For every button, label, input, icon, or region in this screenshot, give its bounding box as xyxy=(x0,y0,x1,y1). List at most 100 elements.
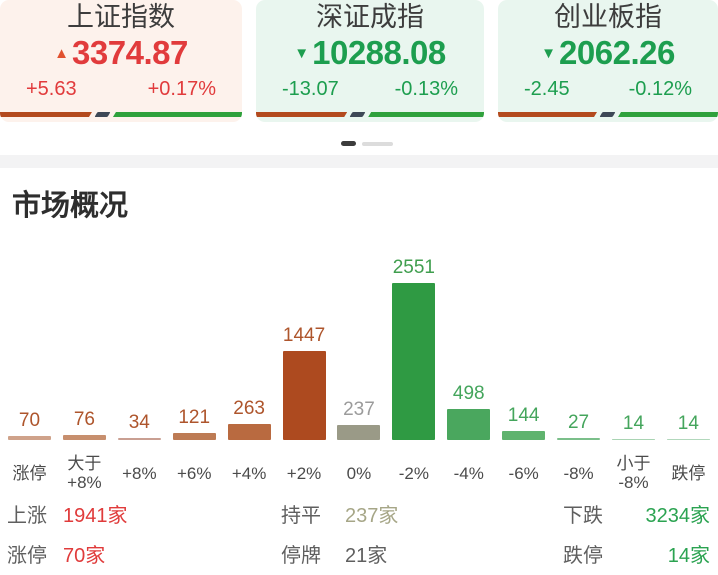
chart-bar-column: 144 xyxy=(502,405,546,440)
index-name: 创业板指 xyxy=(554,2,662,32)
stat-value: 3234家 xyxy=(645,505,711,527)
stat-label: 涨停 xyxy=(7,545,47,567)
bar-category-label: -8% xyxy=(557,452,600,494)
bar-category-label-line: -8% xyxy=(618,473,649,492)
down-triangle-icon: ▼ xyxy=(294,44,310,62)
chart-bar-column: 70 xyxy=(8,410,51,440)
index-change: -13.07 xyxy=(282,78,339,100)
ratio-divider-slash-icon xyxy=(94,112,111,117)
index-change: +5.63 xyxy=(26,78,77,100)
bar-category-label-line: 大于 xyxy=(67,454,102,473)
chart-bar-column: 121 xyxy=(172,406,216,440)
stat-value: 237家 xyxy=(345,505,399,527)
index-card-carousel: 上证指数 ▲ 3374.87 +5.63 +0.17% 深证成指 ▼ 10288.08 -13.… xyxy=(0,0,718,122)
index-change-pct: +0.17% xyxy=(147,78,216,100)
stat-value: 21家 xyxy=(345,545,388,567)
bar-category-label: +8% xyxy=(118,452,161,494)
bar-category-label-line: +8% xyxy=(122,463,157,483)
ratio-divider-slash-icon xyxy=(349,112,366,117)
carousel-pagination xyxy=(0,141,718,146)
chart-bar-column: 237 xyxy=(337,399,381,440)
bar xyxy=(282,350,326,440)
index-card[interactable]: 深证成指 ▼ 10288.08 -13.07 -0.13% xyxy=(256,0,484,122)
up-down-ratio-bar xyxy=(0,112,242,117)
bar-value-label: 27 xyxy=(567,412,590,434)
bar xyxy=(227,423,271,440)
down-triangle-icon: ▼ xyxy=(541,44,557,62)
index-card[interactable]: 创业板指 ▼ 2062.26 -2.45 -0.12% xyxy=(498,0,718,122)
bar xyxy=(502,431,546,440)
index-value: 2062.26 xyxy=(559,34,675,71)
bar-category-label: 涨停 xyxy=(8,452,51,494)
bar-value-label: 498 xyxy=(452,383,485,405)
chart-bar-column: 1447 xyxy=(282,324,326,440)
bar xyxy=(8,435,51,440)
index-change-pct: -0.12% xyxy=(628,78,692,100)
index-card[interactable]: 上证指数 ▲ 3374.87 +5.63 +0.17% xyxy=(0,0,242,122)
stat-value: 1941家 xyxy=(63,505,128,527)
bar-category-label-line: -2% xyxy=(398,463,429,483)
bar-category-label-line: +8% xyxy=(67,473,102,492)
index-change-pct: -0.13% xyxy=(394,78,458,100)
bar-category-label: +2% xyxy=(283,452,326,494)
chart-bar-column: 263 xyxy=(227,398,271,440)
stats-row-2: 涨停 70家 停牌 21家 跌停 14家 xyxy=(0,543,718,571)
bar-value-label: 121 xyxy=(178,406,211,428)
bar-category-label-line: -6% xyxy=(508,463,539,483)
index-change-row: -2.45 -0.12% xyxy=(498,78,718,101)
bar-category-label: +6% xyxy=(173,452,216,494)
bar-category-label-line: -4% xyxy=(453,463,484,483)
bar xyxy=(117,437,161,440)
bar-value-label: 14 xyxy=(677,412,699,434)
index-value-row: ▼ 10288.08 xyxy=(256,34,484,71)
index-name: 上证指数 xyxy=(67,2,175,32)
market-breadth-chart: 70 76 34 121 263 1447 237 2551 498 144 27 14 14 涨停 大于… xyxy=(8,245,710,494)
ratio-down-segment xyxy=(368,112,484,117)
ratio-up-segment xyxy=(0,112,92,117)
bar xyxy=(172,432,216,440)
up-down-ratio-bar xyxy=(498,112,718,117)
bar-value-label: 14 xyxy=(622,412,645,434)
bar-category-label-line: -8% xyxy=(563,463,594,483)
chart-bar-column: 14 xyxy=(611,412,655,440)
bar-category-label-line: 小于 xyxy=(616,454,651,473)
ratio-up-segment xyxy=(256,112,347,117)
bar-category-label: 小于 -8% xyxy=(612,452,655,494)
bar-category-label-line: 跌停 xyxy=(671,463,706,483)
chart-bar-column: 76 xyxy=(62,409,106,440)
bar xyxy=(392,283,436,440)
stats-row-1: 上涨 1941家 持平 237家 下跌 3234家 xyxy=(0,503,718,531)
bar-value-label: 76 xyxy=(73,409,95,431)
chart-bar-column: 14 xyxy=(666,412,710,440)
bar xyxy=(447,409,491,440)
bar-category-label: 大于 +8% xyxy=(63,452,106,494)
stat-label: 上涨 xyxy=(7,505,47,527)
index-value: 10288.08 xyxy=(312,34,446,71)
index-value: 3374.87 xyxy=(72,34,188,71)
bar-category-label: +4% xyxy=(228,452,271,494)
stat-value: 70家 xyxy=(63,545,106,567)
index-change-row: +5.63 +0.17% xyxy=(0,78,242,101)
chart-bar-column: 34 xyxy=(117,411,161,440)
bar-category-label-line: 0% xyxy=(346,463,372,483)
pagination-dot-active[interactable] xyxy=(341,141,356,146)
bar-category-label: -6% xyxy=(502,452,545,494)
bar-value-label: 70 xyxy=(18,409,41,431)
chart-bars-row: 70 76 34 121 263 1447 237 2551 498 144 27 14 14 xyxy=(8,245,710,440)
bar-category-label-line: +4% xyxy=(231,463,267,483)
ratio-divider-slash-icon xyxy=(599,112,616,117)
bar-category-label-line: +2% xyxy=(286,463,322,483)
bar xyxy=(62,435,106,440)
bar-category-label: 跌停 xyxy=(667,452,710,494)
index-name: 深证成指 xyxy=(316,2,424,32)
chart-bar-column: 2551 xyxy=(392,257,436,440)
stat-label: 停牌 xyxy=(281,545,321,567)
bar-value-label: 144 xyxy=(507,405,540,427)
index-value-row: ▲ 3374.87 xyxy=(0,34,242,71)
bar xyxy=(611,438,655,440)
bar xyxy=(337,425,381,440)
pagination-dot-inactive[interactable] xyxy=(362,141,393,146)
stat-label: 跌停 xyxy=(563,545,603,567)
bar-value-label: 1447 xyxy=(282,324,326,346)
bar-value-label: 34 xyxy=(128,411,150,433)
